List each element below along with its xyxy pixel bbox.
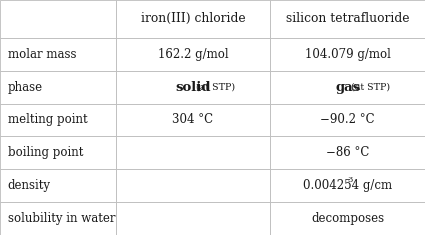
Text: molar mass: molar mass (8, 48, 76, 61)
Text: (at STP): (at STP) (193, 83, 235, 92)
Text: 0.004254 g/cm: 0.004254 g/cm (303, 179, 392, 192)
Bar (116, 202, 270, 235)
Bar (0, 38, 116, 71)
Bar (0, 136, 116, 169)
Bar (116, 104, 270, 136)
Bar (0, 202, 116, 235)
Bar (270, 38, 425, 71)
Bar (116, 71, 270, 104)
Text: boiling point: boiling point (8, 146, 83, 159)
Bar (116, 169, 270, 202)
Text: 104.079 g/mol: 104.079 g/mol (305, 48, 391, 61)
Text: phase: phase (8, 81, 43, 94)
Text: silicon tetrafluoride: silicon tetrafluoride (286, 12, 409, 25)
Bar (0, 71, 116, 104)
Bar (270, 169, 425, 202)
Text: solubility in water: solubility in water (8, 212, 115, 225)
Text: −86 °C: −86 °C (326, 146, 369, 159)
Text: 162.2 g/mol: 162.2 g/mol (158, 48, 228, 61)
Bar (0, 0, 116, 38)
Bar (270, 202, 425, 235)
Bar (270, 0, 425, 38)
Text: gas: gas (335, 81, 360, 94)
Text: (at STP): (at STP) (348, 83, 390, 92)
Text: −90.2 °C: −90.2 °C (320, 114, 375, 126)
Bar (270, 71, 425, 104)
Text: density: density (8, 179, 51, 192)
Text: melting point: melting point (8, 114, 87, 126)
Text: solid: solid (175, 81, 211, 94)
Bar (0, 169, 116, 202)
Text: 304 °C: 304 °C (173, 114, 213, 126)
Text: 3: 3 (348, 176, 353, 184)
Bar (116, 0, 270, 38)
Bar (116, 136, 270, 169)
Bar (116, 38, 270, 71)
Text: iron(III) chloride: iron(III) chloride (141, 12, 245, 25)
Bar (0, 104, 116, 136)
Text: decomposes: decomposes (311, 212, 384, 225)
Bar (270, 136, 425, 169)
Bar (270, 104, 425, 136)
